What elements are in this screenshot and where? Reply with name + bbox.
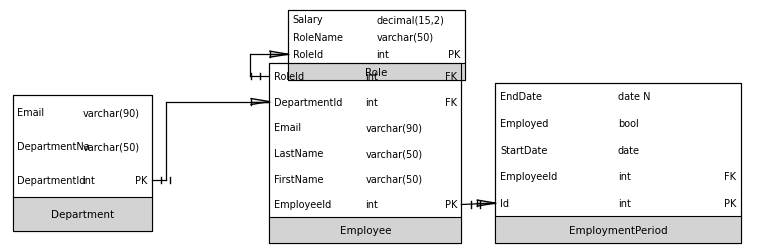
Bar: [269, 64, 462, 243]
Text: PK: PK: [444, 200, 457, 210]
Text: LastName: LastName: [274, 148, 323, 159]
Text: Role: Role: [366, 68, 388, 77]
Text: PK: PK: [136, 175, 148, 185]
Text: FK: FK: [445, 97, 457, 107]
Text: int: int: [366, 200, 378, 210]
Bar: [13, 96, 152, 231]
Text: EmployeeId: EmployeeId: [274, 200, 331, 210]
Text: varchar(90): varchar(90): [366, 123, 422, 133]
Text: StartDate: StartDate: [500, 145, 547, 155]
Bar: [495, 84, 740, 243]
Text: EmployeeId: EmployeeId: [500, 172, 557, 182]
Text: EmploymentPeriod: EmploymentPeriod: [569, 225, 667, 235]
Text: DepartmentId: DepartmentId: [17, 175, 86, 185]
Text: Employee: Employee: [340, 225, 391, 235]
Text: int: int: [83, 175, 95, 185]
Bar: [13, 96, 152, 231]
Text: PK: PK: [724, 198, 736, 208]
Text: int: int: [366, 72, 378, 81]
Text: DepartmentId: DepartmentId: [274, 97, 342, 107]
Text: Id: Id: [500, 198, 509, 208]
Text: DepartmentNa: DepartmentNa: [17, 142, 90, 151]
Bar: [495, 216, 740, 243]
Text: Employed: Employed: [500, 118, 548, 129]
Text: int: int: [366, 97, 378, 107]
Text: RoleName: RoleName: [292, 33, 342, 43]
Bar: [495, 84, 740, 243]
Text: bool: bool: [618, 118, 639, 129]
Bar: [13, 197, 152, 231]
Text: int: int: [377, 50, 390, 60]
Text: varchar(50): varchar(50): [366, 174, 422, 184]
Text: Email: Email: [17, 108, 45, 118]
Text: date: date: [618, 145, 640, 155]
Text: RoleId: RoleId: [292, 50, 322, 60]
Text: EndDate: EndDate: [500, 92, 542, 102]
Text: Department: Department: [51, 209, 114, 219]
Bar: [269, 64, 462, 243]
Text: varchar(50): varchar(50): [366, 148, 422, 159]
Bar: [288, 64, 466, 81]
Text: date N: date N: [618, 92, 650, 102]
Text: varchar(90): varchar(90): [83, 108, 139, 118]
Text: PK: PK: [448, 50, 461, 60]
Bar: [269, 217, 462, 243]
Text: varchar(50): varchar(50): [83, 142, 139, 151]
Text: FK: FK: [445, 72, 457, 81]
Bar: [288, 11, 466, 81]
Text: int: int: [618, 198, 631, 208]
Text: int: int: [618, 172, 631, 182]
Text: Salary: Salary: [292, 15, 323, 25]
Text: FirstName: FirstName: [274, 174, 323, 184]
Text: Email: Email: [274, 123, 301, 133]
Bar: [288, 11, 466, 81]
Text: decimal(15,2): decimal(15,2): [377, 15, 444, 25]
Text: varchar(50): varchar(50): [377, 33, 434, 43]
Text: FK: FK: [724, 172, 736, 182]
Text: RoleId: RoleId: [274, 72, 304, 81]
